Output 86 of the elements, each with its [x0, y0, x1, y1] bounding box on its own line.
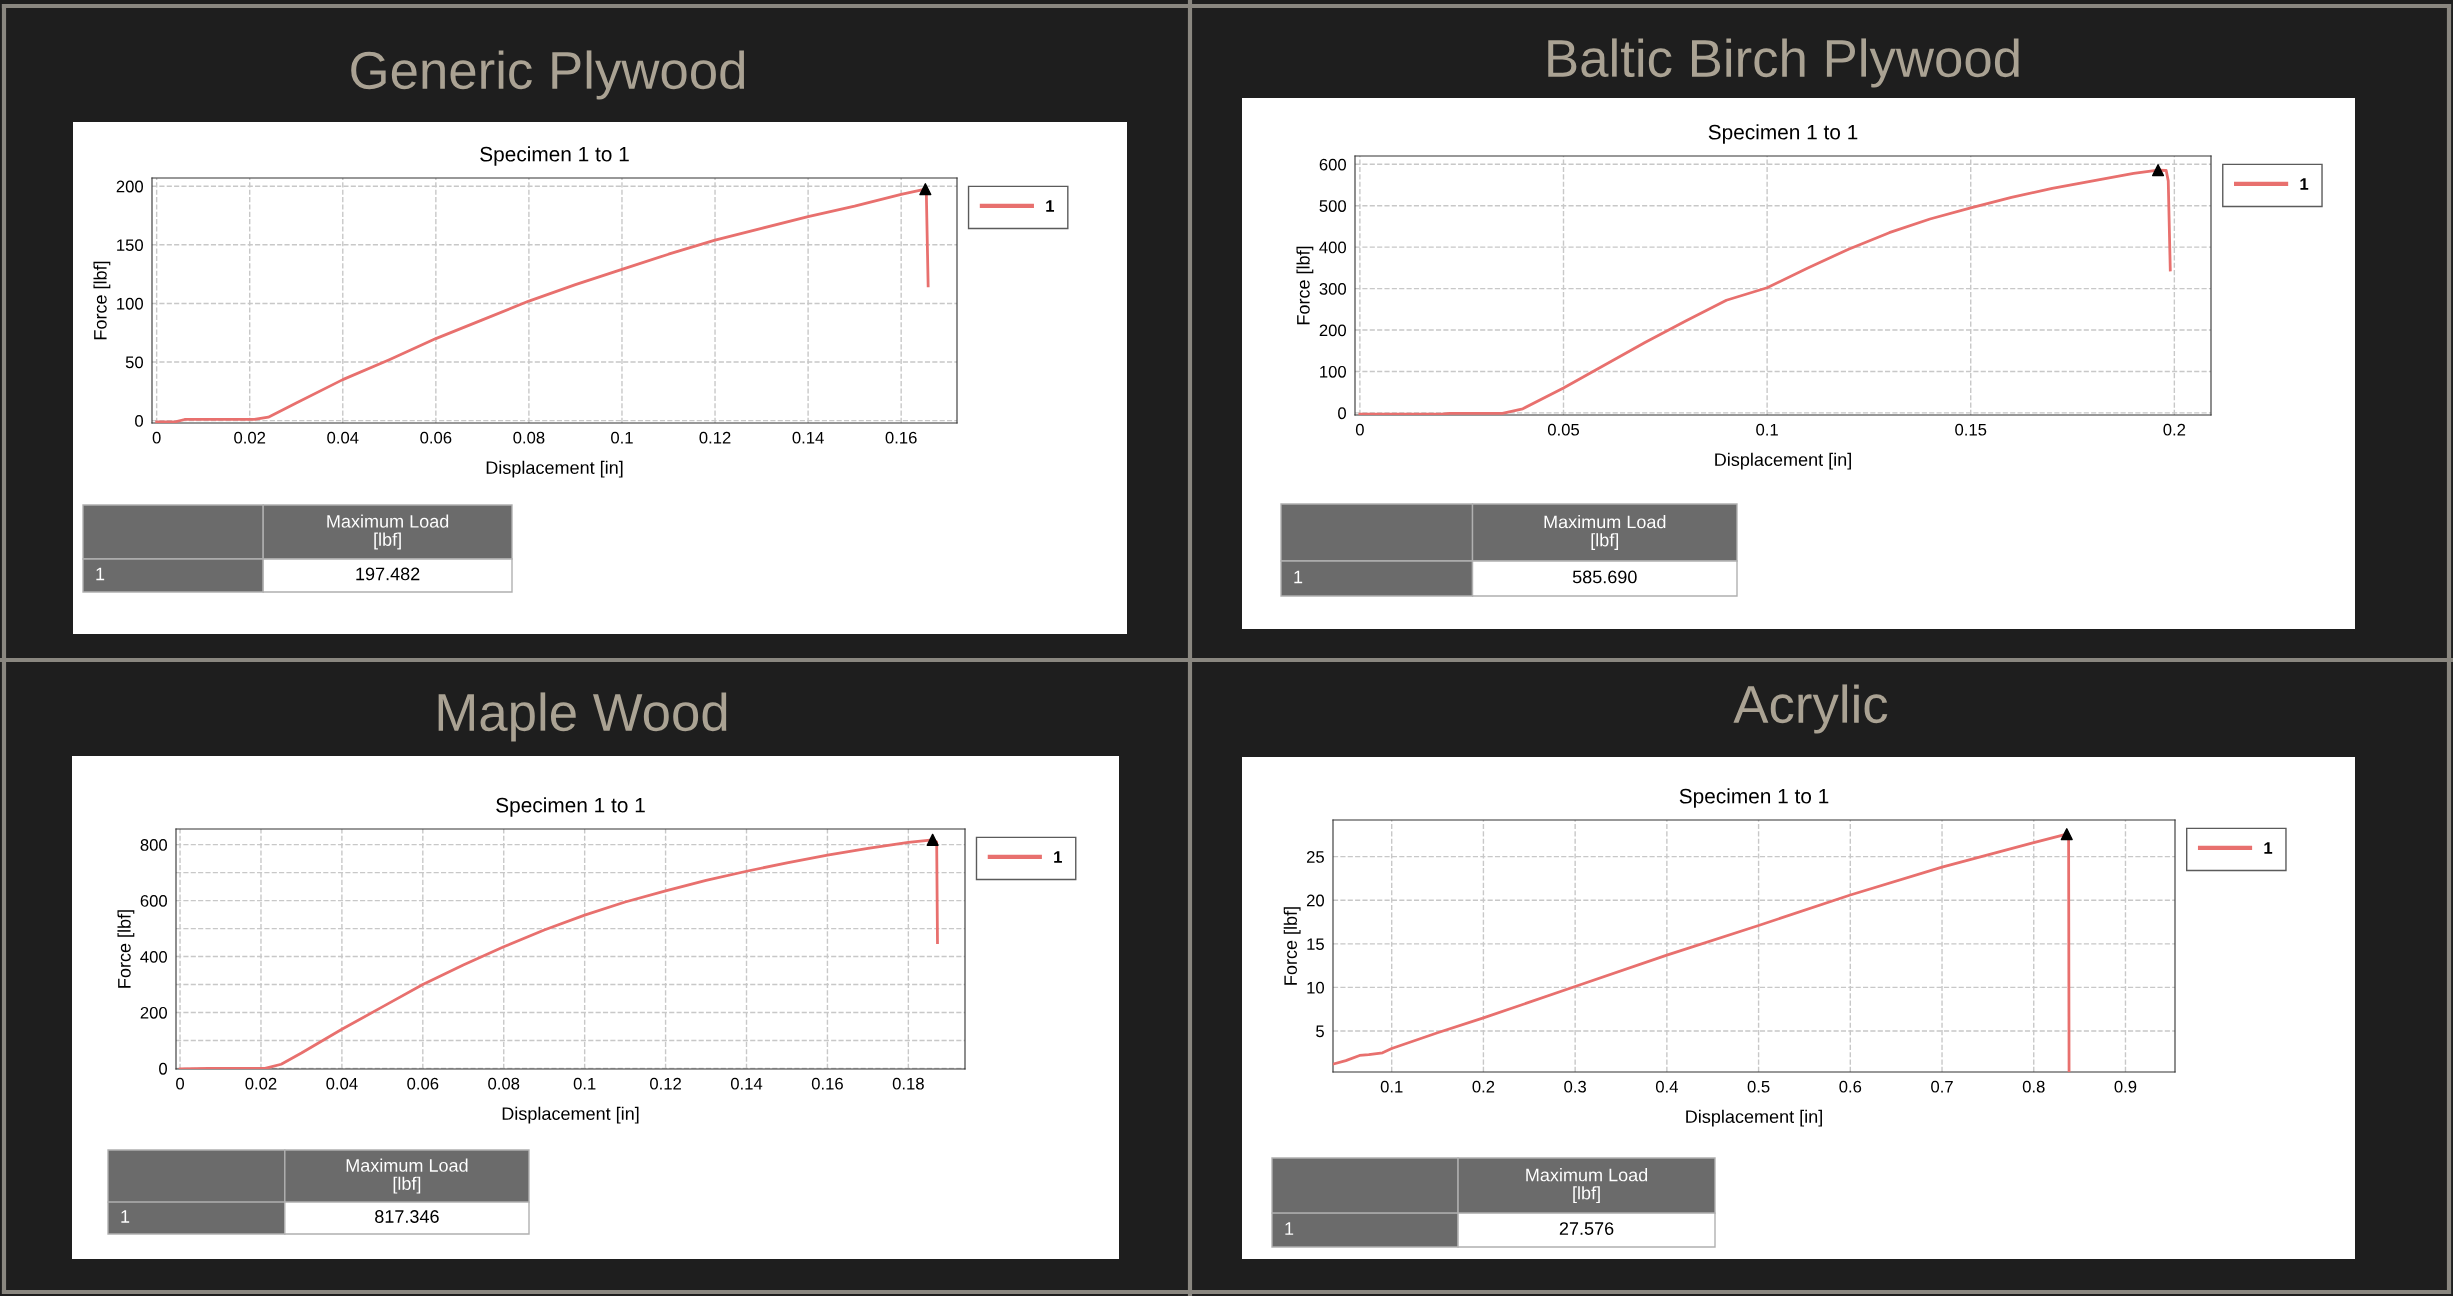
x-tick-label: 0	[176, 1077, 185, 1090]
x-tick-label: 0.1	[611, 431, 633, 444]
text: 1	[121, 1210, 130, 1223]
chart-title: Generic Plywood	[351, 50, 745, 100]
x-tick-label: 0.06	[420, 431, 452, 444]
y-tick-label: 25	[1306, 851, 1324, 863]
y-tick-label: 500	[1319, 200, 1347, 212]
y-tick-label: 200	[140, 1006, 168, 1019]
x-tick-label: 0.2	[2163, 423, 2186, 436]
y-tick-label: 300	[1319, 283, 1347, 295]
text: Maximum Load [lbf]	[1526, 1168, 1648, 1204]
x-tick-label: 0.04	[327, 431, 359, 444]
x-axis-title: Displacement [in]	[486, 460, 623, 478]
x-axis-title: Displacement [in]	[1686, 1109, 1822, 1127]
chart-subtitle: Specimen 1 to 1	[1679, 788, 1829, 808]
chart-subtitle: Specimen 1 to 1	[496, 797, 645, 817]
x-tick-label: 0	[1355, 423, 1364, 436]
y-axis-title: Force [lbf]	[1283, 907, 1301, 985]
x-tick-label: 0.4	[1655, 1080, 1678, 1093]
chart-title: Maple Wood	[438, 692, 727, 742]
chart-subtitle: Specimen 1 to 1	[1708, 124, 1858, 144]
text: 197.482	[356, 567, 420, 581]
x-tick-label: 0.02	[245, 1077, 277, 1090]
y-tick-label: 5	[1316, 1025, 1324, 1038]
text: 585.690	[1572, 570, 1637, 584]
x-tick-label: 0.06	[407, 1077, 439, 1090]
y-axis-title: Force [lbf]	[1296, 246, 1314, 325]
x-tick-label: 0.1	[1380, 1080, 1403, 1093]
text: 27.576	[1559, 1222, 1614, 1235]
legend-label: 1	[1054, 851, 1062, 863]
text: 1	[1285, 1222, 1294, 1235]
legend-label: 1	[1046, 200, 1055, 212]
chart-title: Baltic Birch Plywood	[1548, 38, 2019, 88]
chart-subtitle: Specimen 1 to 1	[480, 146, 629, 166]
x-tick-label: 0.16	[811, 1077, 843, 1090]
x-tick-label: 0.3	[1564, 1080, 1586, 1093]
legend-label: 1	[2264, 842, 2273, 854]
y-tick-label: 600	[140, 895, 168, 907]
x-tick-label: 0.12	[650, 1077, 681, 1090]
text: Maximum Load [lbf]	[327, 514, 449, 550]
y-tick-label: 800	[140, 839, 168, 851]
y-tick-label: 10	[1307, 981, 1325, 994]
y-tick-label: 400	[1319, 241, 1347, 254]
text: 817.346	[375, 1210, 439, 1223]
x-tick-label: 0.7	[1931, 1080, 1953, 1093]
y-tick-label: 50	[125, 356, 144, 369]
x-tick-label: 0.16	[885, 431, 917, 444]
y-tick-label: 100	[1320, 365, 1347, 378]
x-tick-label: 0.18	[892, 1077, 924, 1090]
x-tick-label: 0.1	[573, 1077, 596, 1090]
x-tick-label: 0.15	[1955, 423, 1987, 436]
text: Maximum Load [lbf]	[1544, 515, 1666, 551]
x-tick-label: 0.8	[2022, 1080, 2045, 1093]
x-tick-label: 0.1	[1756, 423, 1778, 436]
y-tick-label: 200	[1319, 324, 1347, 337]
x-tick-label: 0.6	[1839, 1080, 1862, 1093]
x-tick-label: 0.14	[730, 1077, 763, 1090]
y-tick-label: 200	[116, 180, 144, 193]
x-tick-label: 0.02	[234, 431, 266, 444]
y-tick-label: 150	[117, 239, 144, 252]
x-axis-title: Displacement [in]	[1715, 452, 1851, 470]
y-tick-label: 20	[1306, 894, 1325, 907]
y-tick-label: 15	[1307, 938, 1324, 951]
y-axis-title: Force [lbf]	[93, 261, 111, 340]
x-tick-label: 0.04	[326, 1077, 358, 1090]
text: 1	[1294, 570, 1303, 584]
x-tick-label: 0.08	[513, 431, 545, 444]
x-tick-label: 0.14	[792, 431, 824, 444]
x-axis-title: Displacement [in]	[502, 1106, 639, 1124]
chart-title: Acrylic	[1733, 684, 1888, 734]
x-tick-label: 0.9	[2114, 1080, 2137, 1093]
x-tick-label: 0.12	[699, 431, 731, 444]
x-tick-label: 0.5	[1747, 1080, 1770, 1093]
y-tick-label: 0	[135, 415, 144, 427]
text: Maximum Load [lbf]	[346, 1158, 468, 1194]
y-tick-label: 400	[140, 950, 168, 963]
y-tick-label: 0	[1338, 407, 1347, 420]
x-tick-label: 0.2	[1472, 1080, 1495, 1093]
legend-label: 1	[2300, 178, 2309, 190]
y-tick-label: 600	[1319, 158, 1347, 171]
y-tick-label: 100	[117, 297, 144, 310]
x-tick-label: 0.05	[1547, 423, 1580, 436]
y-tick-label: 0	[159, 1062, 168, 1075]
text: 1	[96, 567, 105, 581]
y-axis-title: Force [lbf]	[117, 910, 135, 988]
x-tick-label: 0.08	[488, 1077, 520, 1090]
